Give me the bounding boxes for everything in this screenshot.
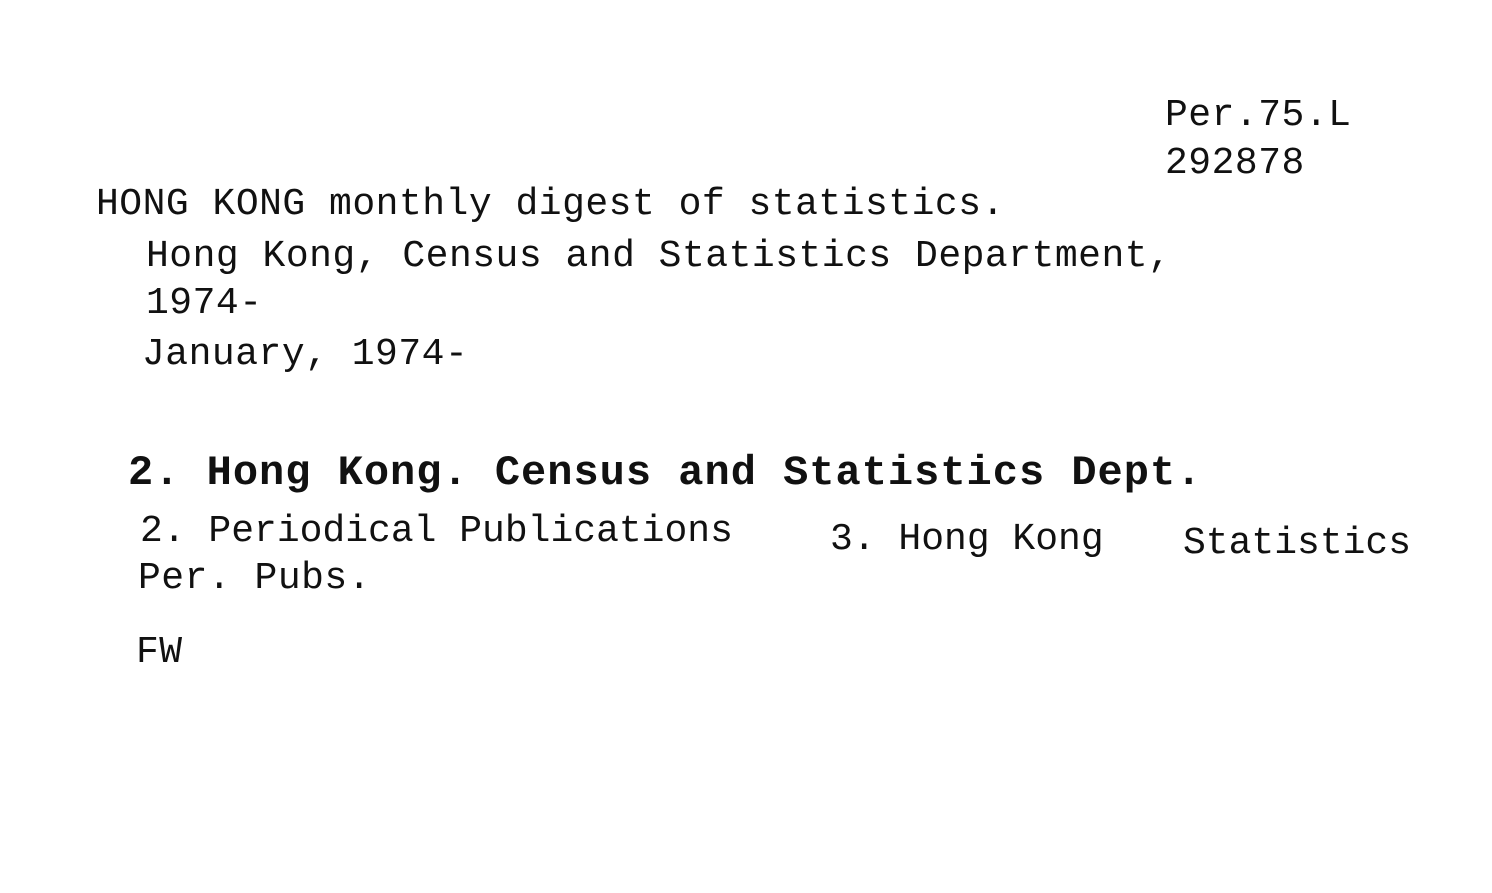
imprint-date: 1974- <box>146 282 263 325</box>
imprint-publisher: Hong Kong, Census and Statistics Departm… <box>146 235 1172 278</box>
call-number-line-1: Per.75.L <box>1165 94 1352 137</box>
subject-tracings-continued: Per. Pubs. <box>138 557 372 600</box>
subject-statistics: Statistics <box>1183 522 1412 565</box>
cataloger-initials: FW <box>136 631 183 674</box>
subject-periodical-publications: 2. Periodical Publications <box>140 510 733 553</box>
added-entry: 2. Hong Kong. Census and Statistics Dept… <box>128 449 1203 497</box>
call-number-line-2: 292878 <box>1165 142 1305 185</box>
subject-hong-kong: 3. Hong Kong <box>830 518 1104 561</box>
holdings-note: January, 1974- <box>142 333 469 376</box>
title-entry: HONG KONG monthly digest of statistics. <box>96 183 1005 226</box>
